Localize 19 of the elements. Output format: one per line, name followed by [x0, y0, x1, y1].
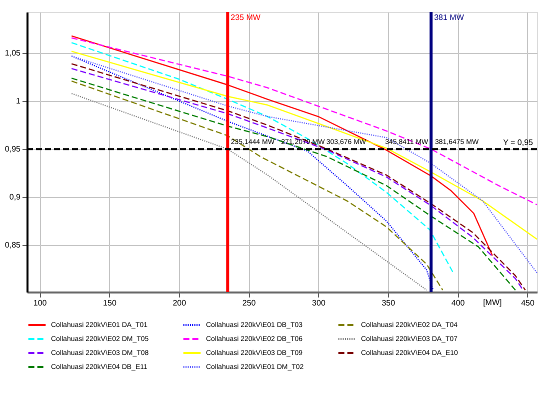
- line-series: [70, 37, 538, 206]
- y-tick-label: 1: [16, 96, 22, 106]
- y-tick-label: 0,85: [4, 240, 22, 250]
- ref-line-label: 381 MW: [434, 13, 464, 22]
- x-tick-label: 350: [382, 298, 396, 308]
- y-tick-label: 0,95: [4, 144, 22, 154]
- x-tick-label: 250: [242, 298, 256, 308]
- line-series: [70, 50, 538, 240]
- x-tick-label: 150: [103, 298, 117, 308]
- ref-line-label: Y = 0,95: [503, 138, 534, 148]
- x-tick-label: 400: [451, 298, 466, 308]
- x-tick-label: 200: [172, 298, 187, 308]
- y-tick-label: 0,9: [9, 192, 22, 202]
- x-axis-title: [MW]: [483, 298, 502, 307]
- x-tick-label: 300: [312, 298, 326, 308]
- ref-line-label: 235 MW: [230, 13, 261, 22]
- x-tick-label: 100: [33, 298, 48, 308]
- y-tick-label: 1,05: [4, 48, 22, 58]
- x-tick-label: 450: [521, 298, 535, 308]
